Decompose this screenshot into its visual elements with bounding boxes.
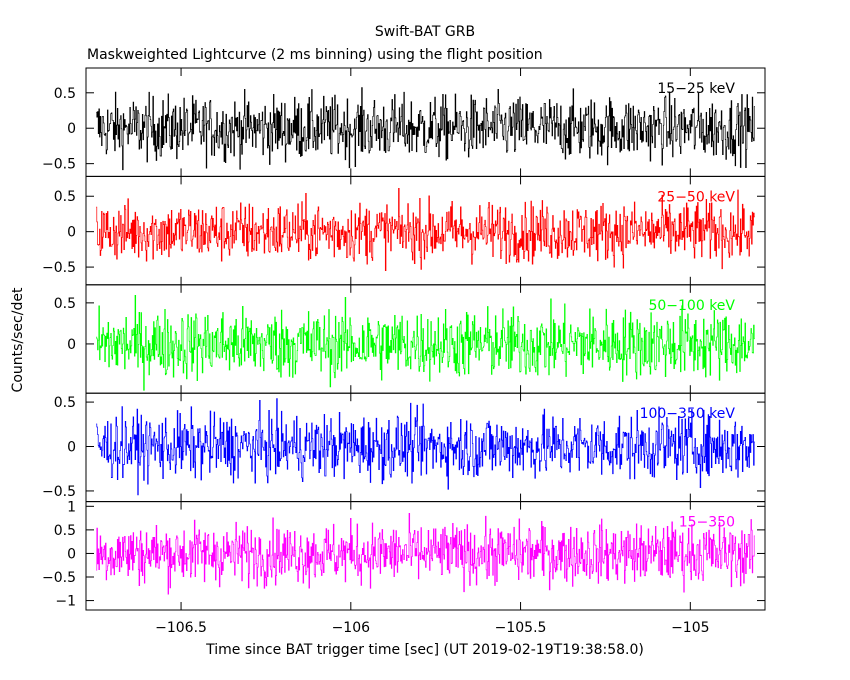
chart-subtitle: Maskweighted Lightcurve (2 ms binning) u… <box>87 47 543 63</box>
y-tick-label: 0.5 <box>54 395 76 411</box>
y-tick-label: 0.5 <box>54 296 76 312</box>
y-tick-label: 0.5 <box>54 189 76 205</box>
light-curve <box>96 188 755 271</box>
y-tick-label: −1 <box>55 594 76 610</box>
y-tick-label: −0.5 <box>42 570 76 586</box>
y-axis-label: Counts/sec/det <box>10 287 26 392</box>
panel-frame <box>85 501 766 611</box>
x-tick-label: −106.5 <box>155 620 207 636</box>
light-curve <box>96 295 755 391</box>
x-tick-label: −105.5 <box>495 620 547 636</box>
y-tick-label: 0 <box>67 440 76 456</box>
band-label: 100−350 keV <box>640 406 736 422</box>
y-tick-label: −0.5 <box>42 484 76 500</box>
light-curve <box>96 398 755 496</box>
light-curve <box>96 512 755 595</box>
light-curve <box>96 87 755 171</box>
y-tick-label: −0.5 <box>42 260 76 276</box>
y-tick-label: 0 <box>67 225 76 241</box>
y-tick-label: 0.5 <box>54 523 76 539</box>
panels-group: 15−25 keV 0.5 0 −0.5 25−50 keV 0.5 0 −0.5 50−100… <box>42 67 766 636</box>
y-tick-label: −0.5 <box>42 157 76 173</box>
x-axis-label: Time since BAT trigger time [sec] (UT 20… <box>205 642 644 658</box>
y-tick-label: 0 <box>67 121 76 137</box>
band-label: 50−100 keV <box>648 298 735 314</box>
y-tick-label: 0 <box>67 337 76 353</box>
chart-title: Swift-BAT GRB <box>375 24 475 40</box>
band-label: 15−25 keV <box>657 81 735 97</box>
x-tick-label: −106 <box>332 620 371 636</box>
band-label: 25−50 keV <box>657 189 735 205</box>
y-tick-label: 0.5 <box>54 86 76 102</box>
x-tick-label: −105 <box>671 620 709 636</box>
y-tick-label: 0 <box>67 546 76 562</box>
band-label: 15−350 <box>679 515 735 531</box>
y-tick-label: 1 <box>67 499 76 515</box>
